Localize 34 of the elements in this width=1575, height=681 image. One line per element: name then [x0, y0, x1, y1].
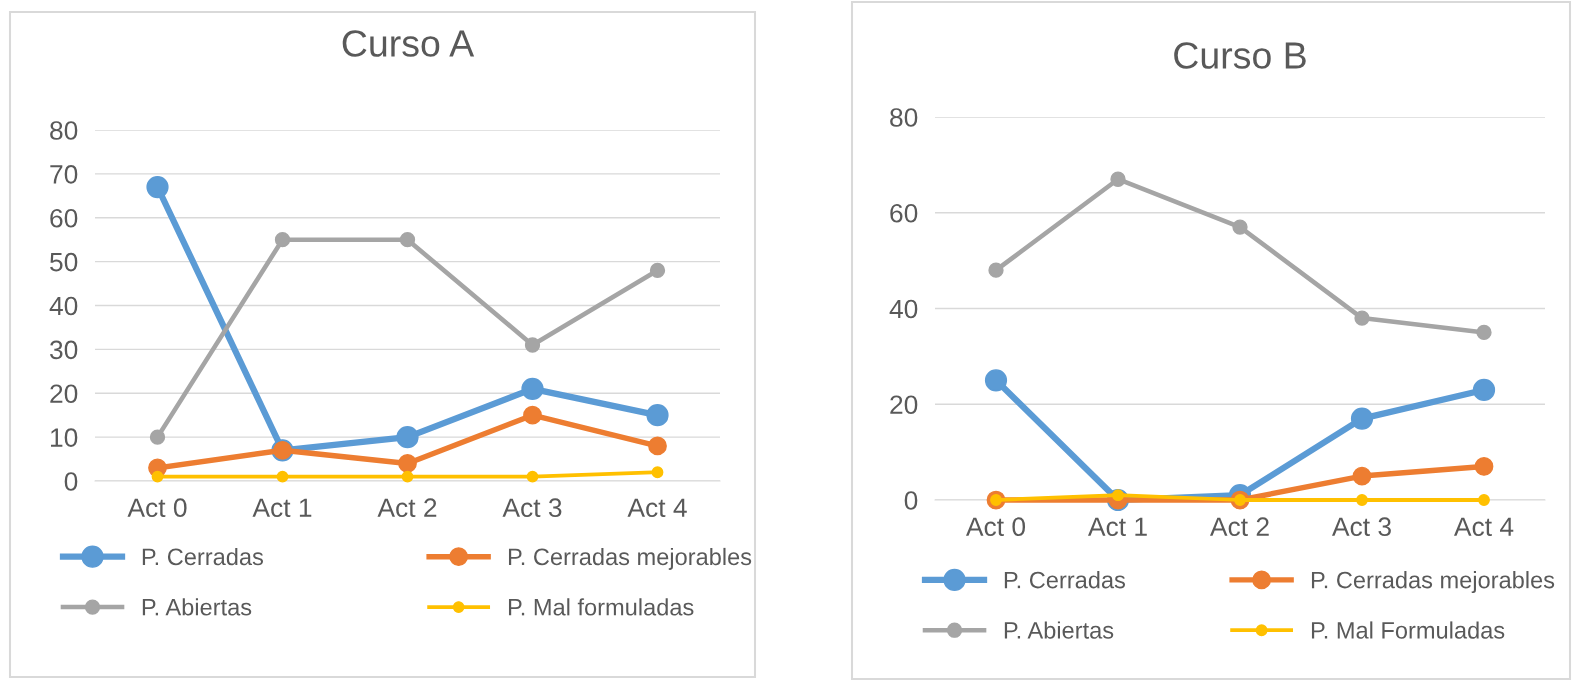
y-tick-label: 50: [50, 252, 78, 272]
legend-label: P. Cerradas mejorables: [508, 547, 752, 570]
legend-label: P. Cerradas: [1004, 571, 1126, 589]
y-tick-label: 10: [51, 428, 78, 447]
x-tick-label: Act 2: [377, 498, 437, 518]
y-tick-label: 20: [50, 384, 78, 404]
y-tick-label: 60: [50, 208, 78, 228]
y-tick-label: 70: [50, 165, 78, 184]
chart-title: Curso A: [342, 30, 475, 57]
y-tick-label: 20: [890, 395, 918, 415]
x-tick-label: Act 4: [627, 498, 687, 518]
legend-label: P. Mal Formuladas: [1311, 621, 1505, 639]
x-tick-label: Act 1: [252, 498, 312, 518]
legend-label: P. Cerradas mejorables: [1311, 571, 1555, 594]
legend-label: P. Abiertas: [142, 598, 252, 616]
legend-label: P. Abiertas: [1004, 621, 1114, 639]
x-tick-label: Act 0: [127, 498, 187, 518]
y-tick-label: 40: [49, 296, 78, 316]
legend-label: P. Mal formuladas: [508, 598, 694, 616]
x-tick-label: Act 2: [1209, 517, 1269, 537]
y-tick-label: 40: [889, 299, 918, 319]
legend-label: P. Cerradas: [142, 547, 263, 566]
y-tick-label: 80: [890, 108, 918, 127]
y-tick-label: 60: [890, 203, 918, 223]
x-tick-label: Act 3: [1331, 517, 1391, 537]
x-tick-label: Act 3: [502, 498, 562, 518]
y-tick-label: 30: [49, 340, 78, 360]
y-tick-label: 0: [64, 472, 78, 491]
chart-title: Curso B: [1174, 42, 1306, 69]
y-tick-label: 80: [50, 121, 78, 140]
x-tick-label: Act 0: [965, 517, 1026, 537]
x-tick-label: Act 4: [1453, 517, 1514, 537]
y-tick-label: 0: [904, 491, 918, 510]
x-tick-label: Act 1: [1087, 517, 1147, 537]
